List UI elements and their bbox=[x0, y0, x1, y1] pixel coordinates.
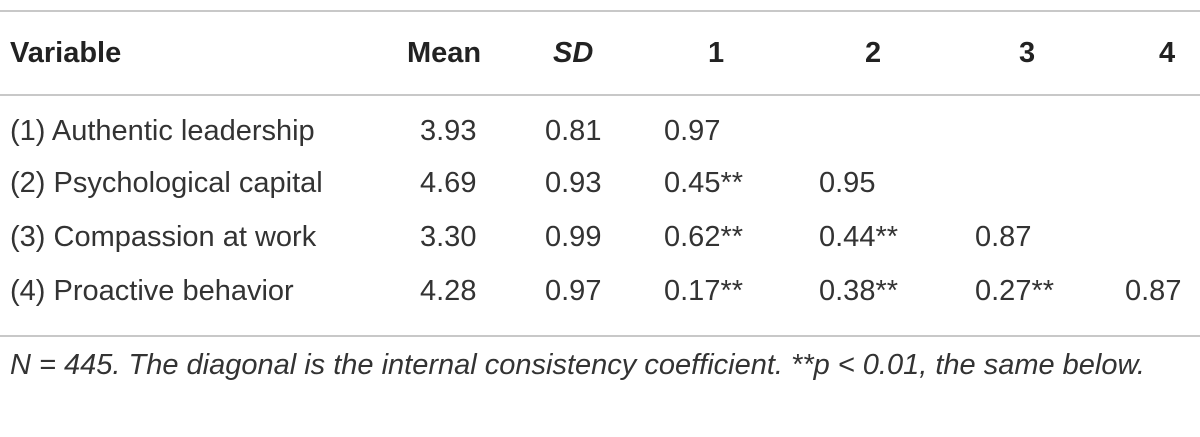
row-variable: (4) Proactive behavior bbox=[10, 274, 294, 307]
header-col-1: 1 bbox=[708, 36, 725, 69]
header-variable: Variable bbox=[10, 36, 122, 69]
header-sd: SD bbox=[553, 36, 594, 69]
row-sd: 0.93 bbox=[545, 166, 602, 199]
row-mean: 3.30 bbox=[420, 220, 477, 253]
top-rule bbox=[0, 10, 1200, 12]
header-rule bbox=[0, 94, 1200, 96]
row-col-3 bbox=[960, 156, 1110, 210]
table-row: (4) Proactive behavior 4.28 0.97 0.17** … bbox=[0, 264, 1200, 318]
row-col-1: 0.17** bbox=[664, 274, 744, 307]
row-sd: 0.99 bbox=[545, 220, 602, 253]
row-col-3: 0.87 bbox=[975, 220, 1032, 253]
row-variable: (3) Compassion at work bbox=[10, 220, 317, 253]
row-mean: 4.28 bbox=[420, 274, 477, 307]
table-row: (3) Compassion at work 3.30 0.99 0.62** … bbox=[0, 210, 1200, 264]
row-col-3 bbox=[960, 94, 1110, 156]
header-col-2: 2 bbox=[865, 36, 882, 69]
row-mean: 4.69 bbox=[420, 166, 477, 199]
table-row: (1) Authentic leadership 3.93 0.81 0.97 bbox=[0, 94, 1200, 156]
header-col-4: 4 bbox=[1159, 36, 1176, 69]
row-col-2 bbox=[805, 94, 960, 156]
table-row: (2) Psychological capital 4.69 0.93 0.45… bbox=[0, 156, 1200, 210]
row-col-4 bbox=[1110, 156, 1200, 210]
row-variable: (1) Authentic leadership bbox=[10, 114, 315, 147]
row-col-4: 0.87 bbox=[1125, 274, 1182, 307]
row-sd: 0.81 bbox=[545, 114, 602, 147]
row-sd: 0.97 bbox=[545, 274, 602, 307]
row-col-3: 0.27** bbox=[975, 274, 1055, 307]
row-mean: 3.93 bbox=[420, 114, 477, 147]
row-col-4 bbox=[1110, 210, 1200, 264]
descriptive-statistics-table: Variable Mean SD 1 2 3 4 (1) Authentic l… bbox=[0, 12, 1200, 318]
row-col-1: 0.97 bbox=[664, 114, 721, 147]
bottom-rule bbox=[0, 335, 1200, 337]
row-variable: (2) Psychological capital bbox=[10, 166, 323, 199]
row-col-2: 0.44** bbox=[819, 220, 899, 253]
row-col-1: 0.62** bbox=[664, 220, 744, 253]
header-col-3: 3 bbox=[1019, 36, 1036, 69]
row-col-2: 0.95 bbox=[819, 166, 876, 199]
row-col-4 bbox=[1110, 94, 1200, 156]
header-row: Variable Mean SD 1 2 3 4 bbox=[0, 12, 1200, 94]
row-col-1: 0.45** bbox=[664, 166, 744, 199]
header-mean: Mean bbox=[407, 36, 482, 69]
table-footnote: N = 445. The diagonal is the internal co… bbox=[10, 349, 1145, 381]
row-col-2: 0.38** bbox=[819, 274, 899, 307]
